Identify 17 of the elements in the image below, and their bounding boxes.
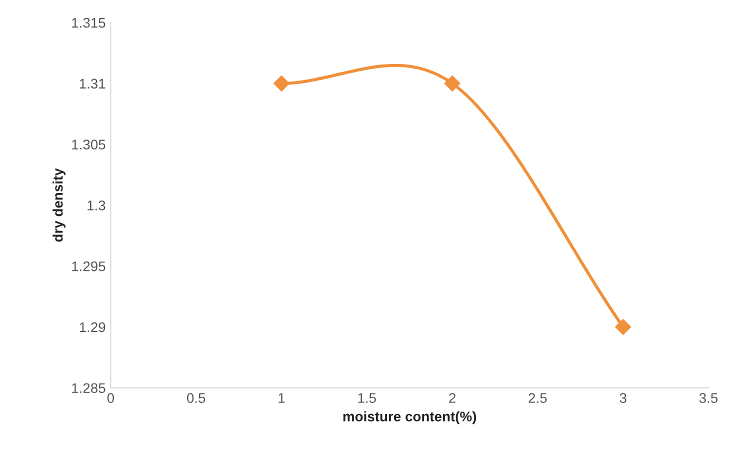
y-tick-label: 1.305 (72, 140, 106, 150)
y-tick-label: 1.29 (80, 322, 106, 332)
x-tick-label: 3.5 (699, 393, 718, 403)
x-tick-label: 0.5 (186, 393, 206, 403)
x-tick-label: 1.5 (358, 393, 376, 403)
y-tick-label: 1.285 (72, 383, 106, 394)
x-tick-label: 2.5 (528, 393, 547, 403)
x-tick-label: 0 (107, 393, 114, 403)
x-tick-label: 3 (620, 393, 626, 403)
y-tick-label: 1.3 (88, 200, 106, 210)
x-axis-title: moisture content(%) (343, 411, 476, 424)
y-axis-title: dry density (52, 168, 66, 242)
y-tick-label: 1.315 (72, 18, 106, 28)
y-tick-label: 1.295 (72, 261, 106, 272)
x-tick-label: 2 (449, 393, 456, 403)
x-tick-label: 1 (278, 393, 285, 403)
y-tick-label: 1.31 (80, 78, 106, 89)
